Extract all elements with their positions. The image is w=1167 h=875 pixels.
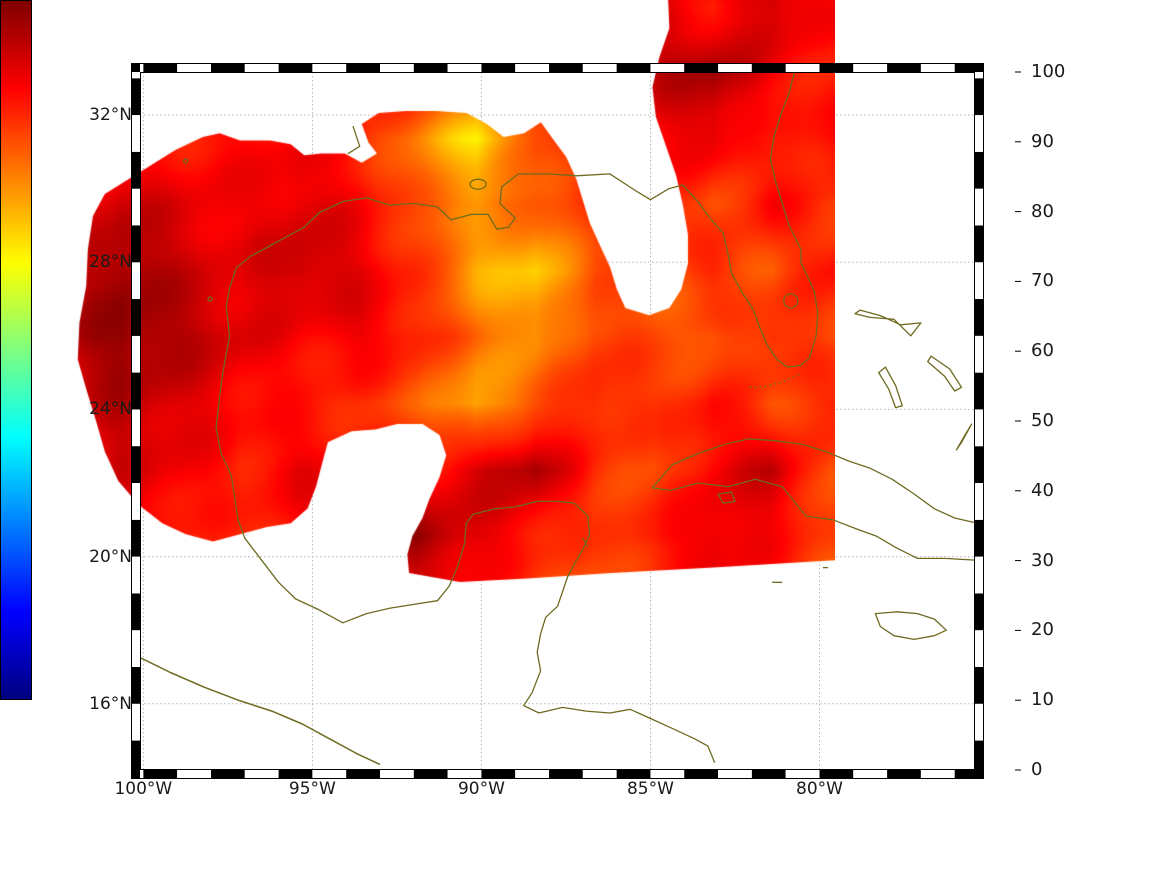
colorbar-tick-label: 20 [1031, 619, 1054, 641]
jamaica-coastline [874, 611, 947, 641]
colorbar-tick-label: 50 [1031, 410, 1054, 431]
bahamas-coastline [878, 366, 903, 409]
y-tick-label: 20°N [89, 546, 132, 567]
colorbar-tick-label: 80 [1031, 200, 1054, 222]
inland-lake [207, 296, 213, 302]
y-tick-label: 24°N [89, 399, 132, 420]
gulf-mainland-coastline [215, 72, 819, 763]
y-tick-label: 28°N [89, 252, 132, 273]
colorbar-ticks [1015, 71, 1021, 771]
colorbar-tick-label: 10 [1031, 689, 1054, 711]
bahamas-coastline [955, 423, 973, 451]
colorbar-tick-label: 90 [1031, 130, 1054, 152]
x-tick-label: 85°W [626, 779, 674, 799]
y-tick-label: 32°N [89, 105, 132, 126]
lake-pontchartrain [469, 178, 487, 190]
colorbar-tick-label: 70 [1031, 270, 1054, 292]
bahamas-coastline [927, 355, 963, 392]
cozumel-island [582, 537, 589, 548]
y-tick-label: 16°N [89, 693, 132, 714]
colorbar-tick-label: 100 [1031, 61, 1066, 82]
x-tick-label: 95°W [288, 779, 336, 799]
colorbar-tick-label: 60 [1031, 340, 1054, 362]
isla-juventud-coastline [717, 491, 736, 504]
x-tick-label: 100°W [114, 779, 173, 799]
inland-lake [347, 125, 361, 155]
colorbar-tick-label: 40 [1031, 479, 1054, 501]
colorbar-tick-label: 30 [1031, 549, 1054, 571]
cuba-coastline [651, 438, 975, 561]
x-tick-label: 90°W [457, 779, 505, 799]
pacific-coastline [140, 656, 381, 766]
colorbar-gradient [0, 0, 32, 700]
map-frame [131, 63, 984, 779]
colorbar-tick-label: 0 [1031, 759, 1043, 780]
bahamas-coastline [854, 309, 922, 337]
lake-okeechobee [783, 293, 799, 309]
coastlines [140, 72, 975, 766]
x-tick-label: 80°W [796, 779, 843, 799]
inland-lake [182, 158, 189, 164]
florida-keys [748, 373, 800, 388]
